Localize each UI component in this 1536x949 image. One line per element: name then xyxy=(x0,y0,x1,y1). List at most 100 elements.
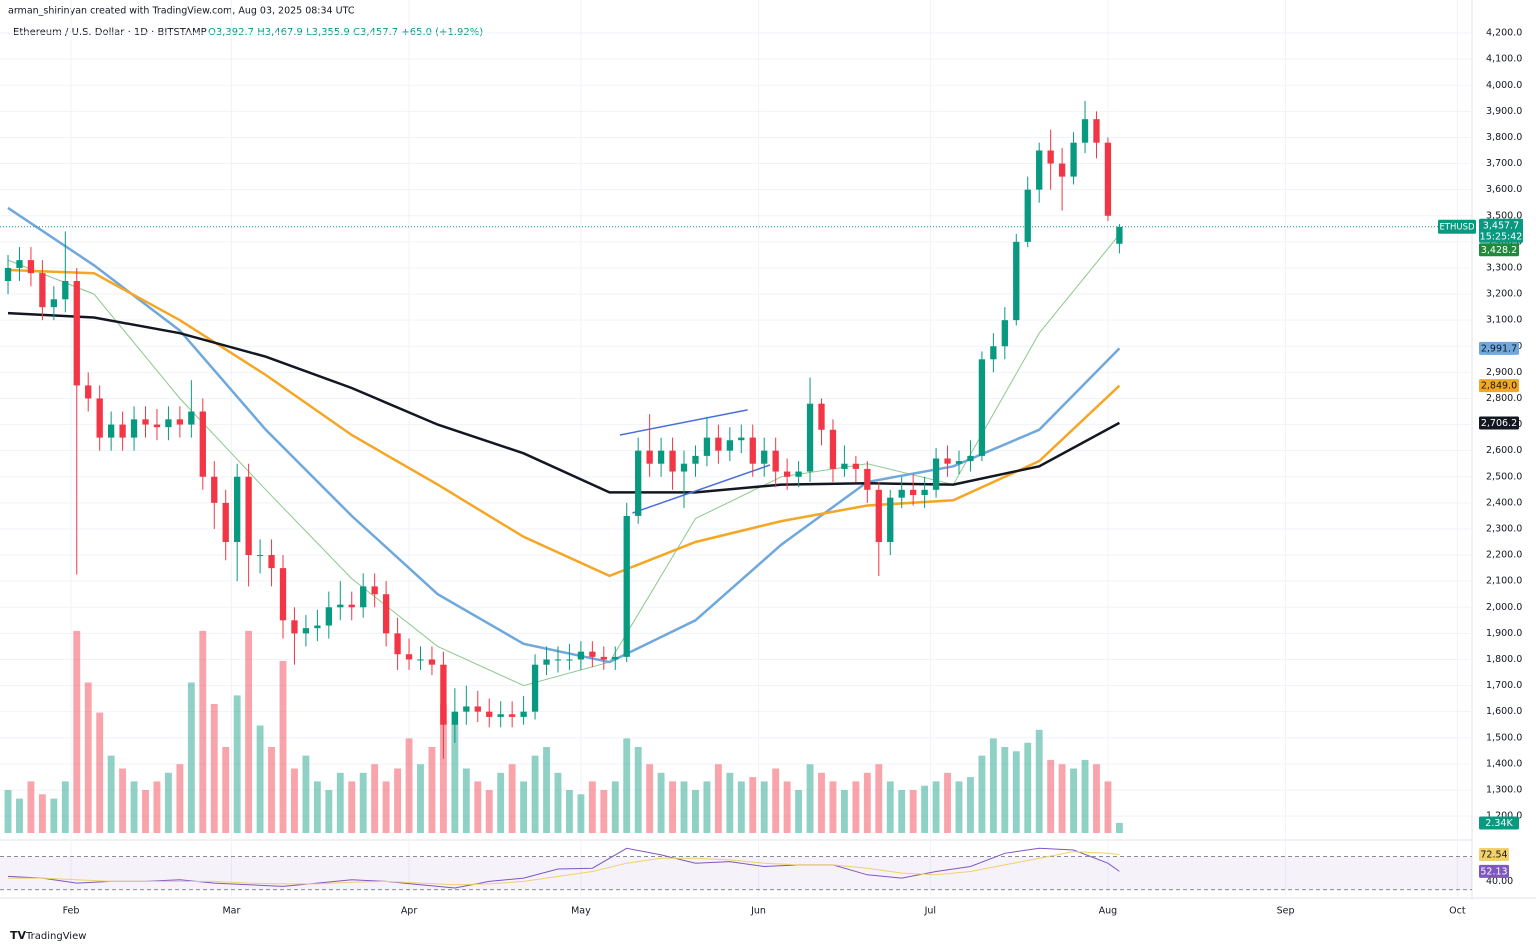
candle-body xyxy=(371,586,378,595)
volume-bar xyxy=(405,738,413,833)
candle-body xyxy=(486,711,493,717)
candle-body xyxy=(96,398,103,438)
volume-bar xyxy=(279,661,287,833)
volume-bar xyxy=(944,772,951,833)
candle-body xyxy=(703,437,711,456)
x-tick-label: Feb xyxy=(63,906,80,917)
y-tick-label: 3,700.0 xyxy=(1486,158,1522,169)
volume-bar xyxy=(73,630,81,833)
volume-bar xyxy=(382,781,390,833)
volume-bar xyxy=(875,764,883,833)
candle-body xyxy=(451,711,459,725)
volume-bar xyxy=(485,790,493,833)
grid xyxy=(0,0,1472,898)
volume-bar xyxy=(245,630,253,833)
volume-bar xyxy=(577,794,585,833)
candle-body xyxy=(268,555,275,569)
y-tick-label: 4,200.0 xyxy=(1486,28,1522,39)
ma-last-label-box xyxy=(1479,416,1519,430)
volume-bar xyxy=(142,790,149,833)
candle-body xyxy=(302,628,310,634)
candle-body xyxy=(1081,119,1089,143)
candle-body xyxy=(680,463,688,472)
volume-bar xyxy=(657,772,665,833)
ma-last-label: 2,849.0 xyxy=(1479,379,1519,393)
y-tick-label: 1,200.0 xyxy=(1486,811,1522,822)
y-tick-label: 2,500.0 xyxy=(1486,471,1522,482)
ma-last-label-text: 2,706.2 xyxy=(1481,418,1517,429)
volume-bar xyxy=(1081,759,1089,833)
volume-bar xyxy=(210,704,218,833)
volume-bar xyxy=(772,768,780,833)
volume-bar xyxy=(543,747,550,833)
candle-body xyxy=(199,411,206,477)
volume-last-label: 2.34K xyxy=(1479,816,1519,830)
candle-body xyxy=(463,706,470,712)
candle-body xyxy=(497,714,504,717)
candle-body xyxy=(543,659,550,665)
volume-bar xyxy=(176,764,184,833)
candle-body xyxy=(1058,163,1066,177)
candle-body xyxy=(165,419,172,428)
volume-last-label-box xyxy=(1479,816,1519,830)
volume-bar xyxy=(955,781,963,833)
volume-bar xyxy=(967,777,974,833)
volume-bar xyxy=(806,764,814,833)
y-tick-label: 4,100.0 xyxy=(1486,54,1522,65)
candle-body xyxy=(646,450,653,464)
volume-bar xyxy=(268,747,275,833)
x-tick-label: Mar xyxy=(222,906,240,917)
volume-bar xyxy=(233,695,241,833)
candle-body xyxy=(566,659,573,661)
volume-bar xyxy=(348,781,356,833)
volume-bar xyxy=(428,747,436,833)
y-tick-label: 1,600.0 xyxy=(1486,706,1522,717)
candle-body xyxy=(176,419,184,425)
candle-body xyxy=(440,664,447,725)
candle-body xyxy=(1024,189,1031,242)
volume-bar xyxy=(1104,781,1112,833)
rsi-last-label-box xyxy=(1479,864,1509,878)
ma-last-label-box xyxy=(1479,379,1519,393)
rsi-tick-label: 40.00 xyxy=(1486,876,1513,887)
y-tick-label: 2,100.0 xyxy=(1486,576,1522,587)
candle-body xyxy=(279,568,287,621)
x-tick-label: Oct xyxy=(1449,906,1466,917)
ma-last-label-text: 2,849.0 xyxy=(1481,381,1517,392)
volume-bar xyxy=(153,781,161,833)
candle-body xyxy=(577,651,585,660)
ma-last-label: 2,706.2 xyxy=(1479,416,1519,430)
volume-bar xyxy=(566,790,573,833)
candle-body xyxy=(245,476,252,556)
volume-bar xyxy=(749,777,757,833)
candle-body xyxy=(50,299,58,308)
candle-body xyxy=(85,385,92,399)
rsi-band xyxy=(0,856,1472,890)
x-tick-label: May xyxy=(571,906,591,917)
volume-bar xyxy=(302,755,310,833)
candle-body xyxy=(474,706,481,712)
candle-body xyxy=(875,489,882,543)
volume-bar xyxy=(783,781,791,833)
candle-body xyxy=(1116,226,1123,244)
volume-bar xyxy=(256,725,264,833)
candle-body xyxy=(852,463,860,469)
rsi-last-label-box xyxy=(1479,847,1509,861)
candle-body xyxy=(841,463,848,469)
y-tick-label: 1,900.0 xyxy=(1486,628,1522,639)
candle-body xyxy=(829,429,837,469)
candle-body xyxy=(955,461,963,464)
volume-bar xyxy=(439,704,447,833)
last-price-box xyxy=(1479,218,1523,243)
y-tick-label: 1,500.0 xyxy=(1486,732,1522,743)
candle-body xyxy=(738,437,745,441)
trend-line xyxy=(632,464,771,514)
volume-bar xyxy=(680,781,688,833)
candle-body xyxy=(394,633,401,655)
candle-body xyxy=(1070,142,1077,177)
candle-body xyxy=(944,458,951,464)
volume-bar xyxy=(462,768,470,833)
volume-bar xyxy=(531,755,539,833)
